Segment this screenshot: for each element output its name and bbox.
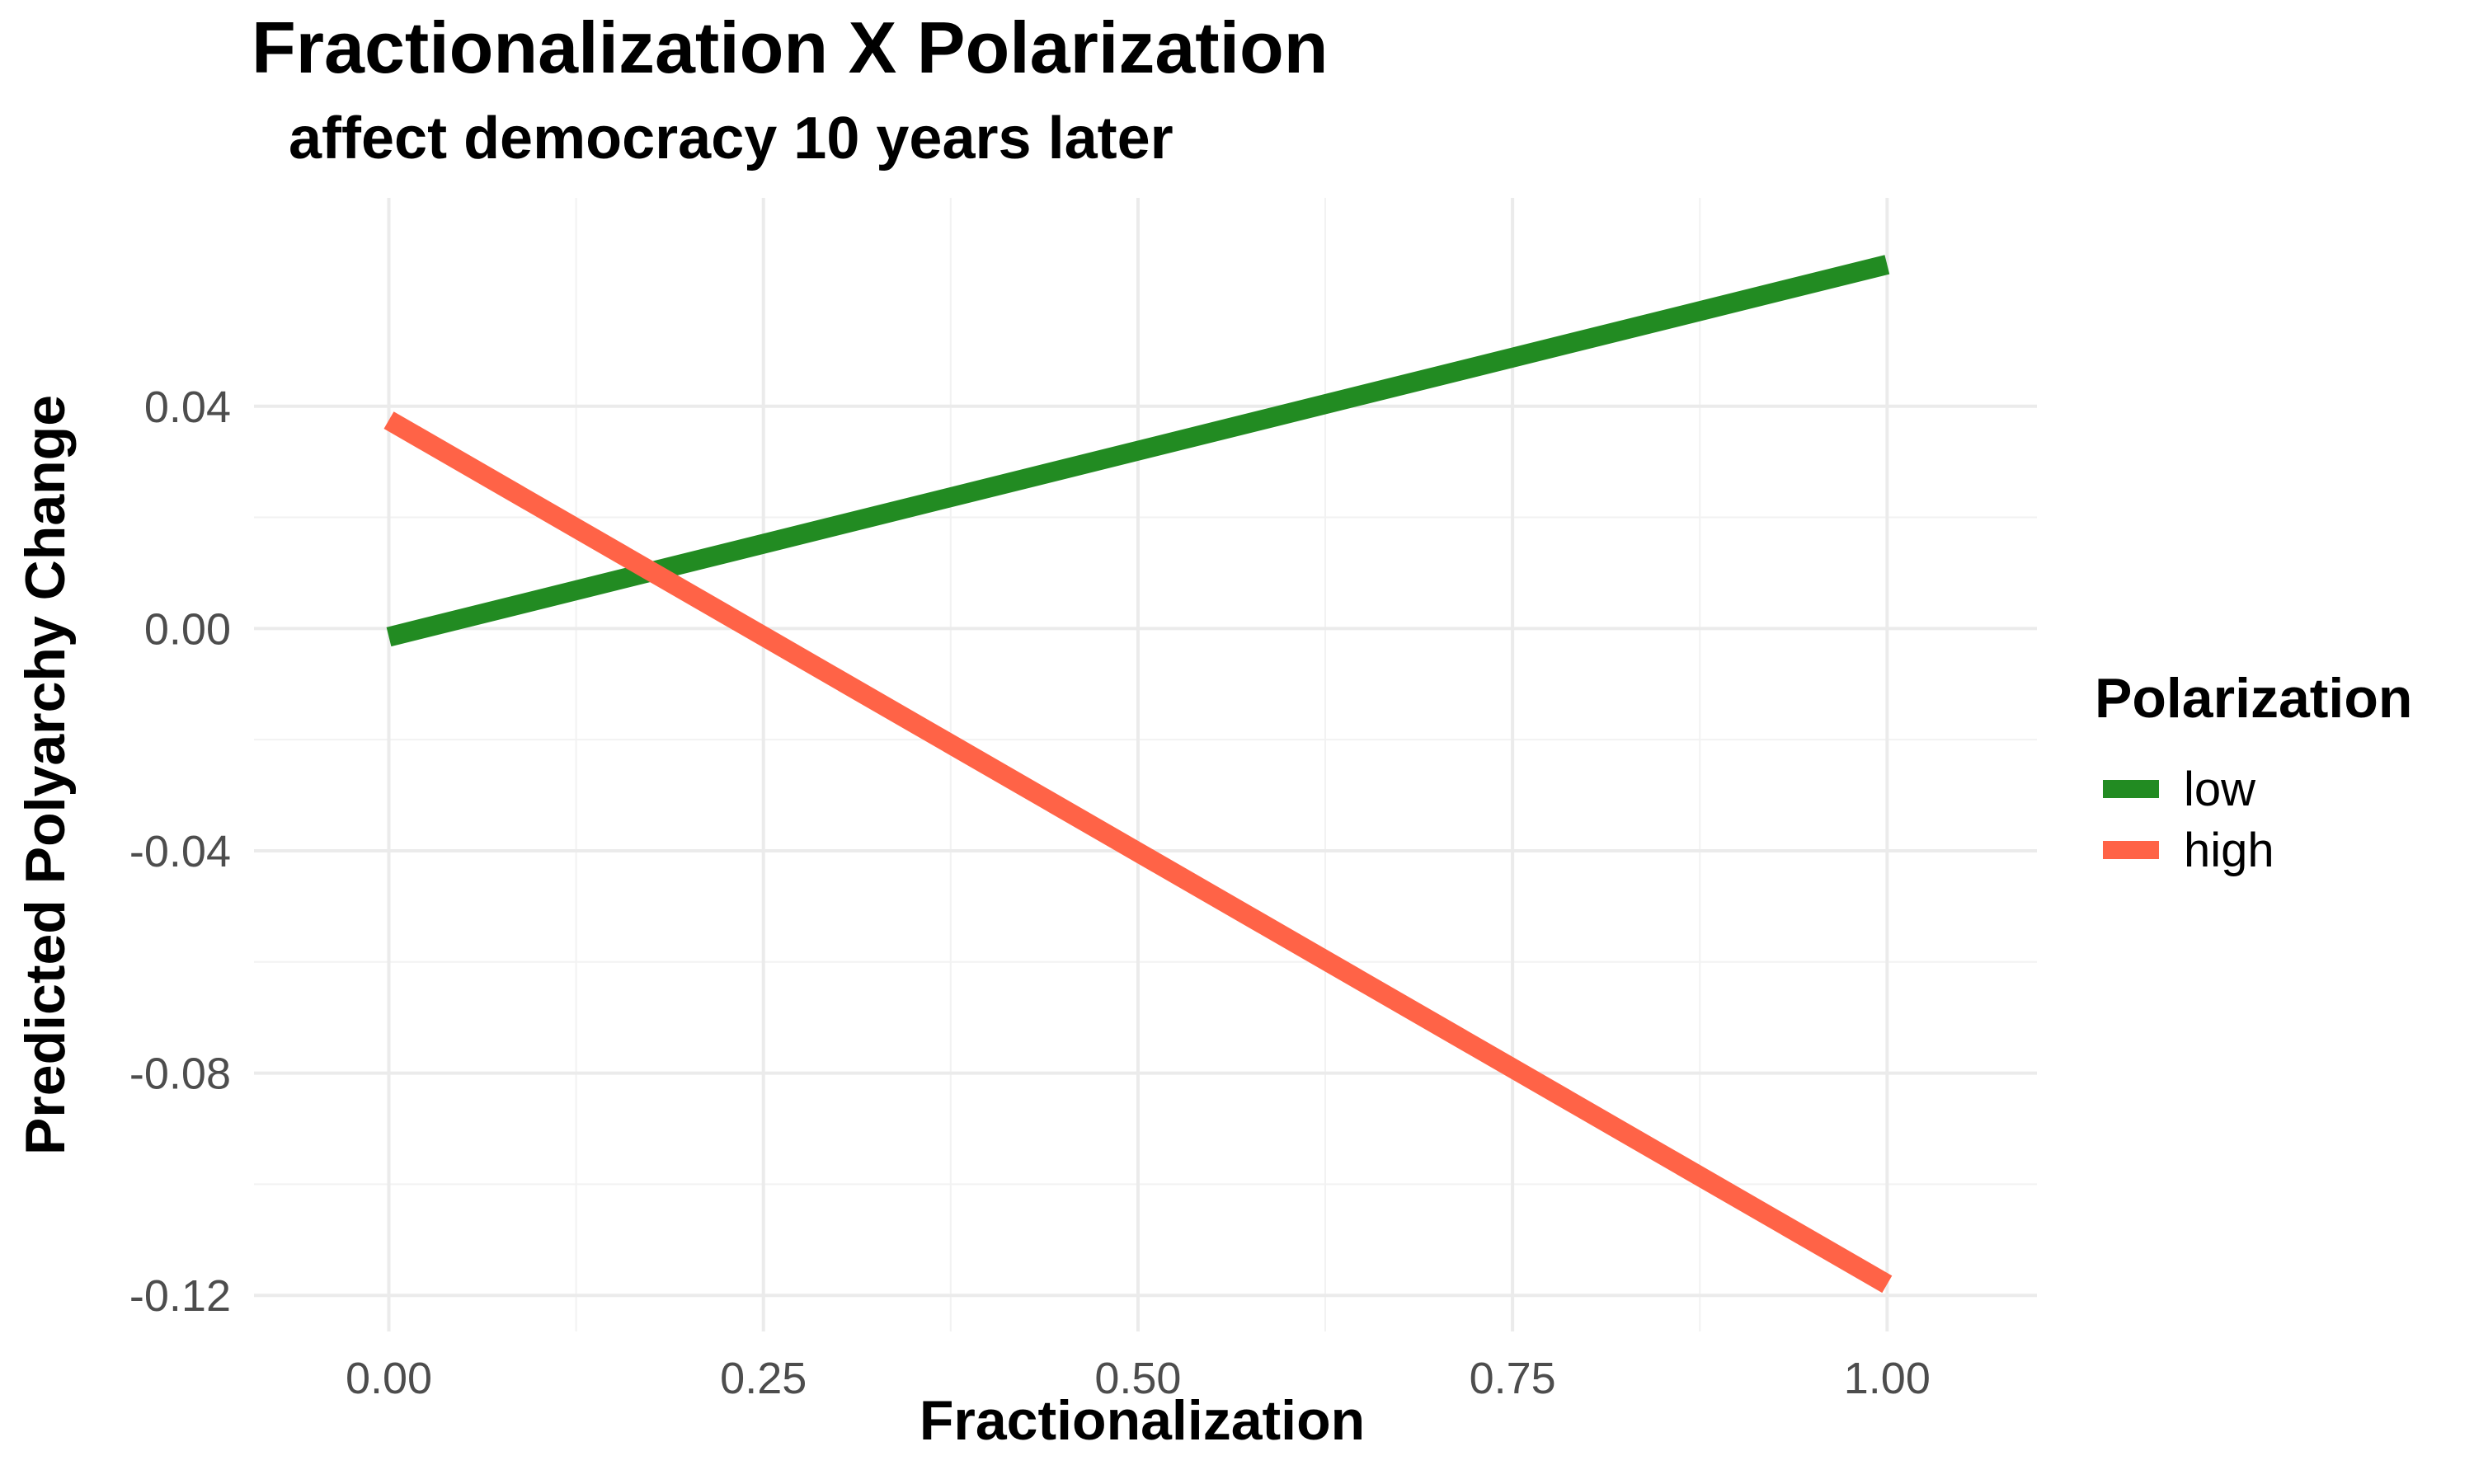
series-line-high [383, 411, 1893, 1294]
x-tick-label: 0.25 [720, 1354, 807, 1403]
chart-subtitle: affect democracy 10 years later [289, 106, 1174, 171]
y-tick-label: 0.00 [144, 604, 231, 654]
y-tick-label: 0.04 [144, 383, 231, 432]
legend-label-low: low [2184, 763, 2256, 816]
y-axis-title: Predicted Polyarchy Change [14, 395, 77, 1155]
y-tick-label: -0.04 [129, 827, 231, 876]
legend-title: Polarization [2095, 667, 2412, 730]
major-gridlines [254, 198, 2037, 1331]
series-lines [383, 255, 1893, 1294]
x-tick-labels: 0.00 0.25 0.50 0.75 1.00 [346, 1354, 1931, 1403]
legend-label-high: high [2184, 824, 2274, 877]
y-tick-labels: 0.04 0.00 -0.04 -0.08 -0.12 [129, 383, 231, 1321]
y-tick-label: -0.08 [129, 1050, 231, 1099]
x-tick-label: 0.50 [1094, 1354, 1181, 1403]
legend: Polarization low high [2095, 667, 2412, 877]
x-tick-label: 0.00 [346, 1354, 432, 1403]
x-tick-label: 1.00 [1844, 1354, 1931, 1403]
x-tick-label: 0.75 [1470, 1354, 1556, 1403]
legend-items: low high [2103, 763, 2274, 877]
y-tick-label: -0.12 [129, 1271, 231, 1321]
chart-title: Fractionalization X Polarization [252, 7, 1329, 88]
x-axis-title: Fractionalization [920, 1389, 1365, 1452]
